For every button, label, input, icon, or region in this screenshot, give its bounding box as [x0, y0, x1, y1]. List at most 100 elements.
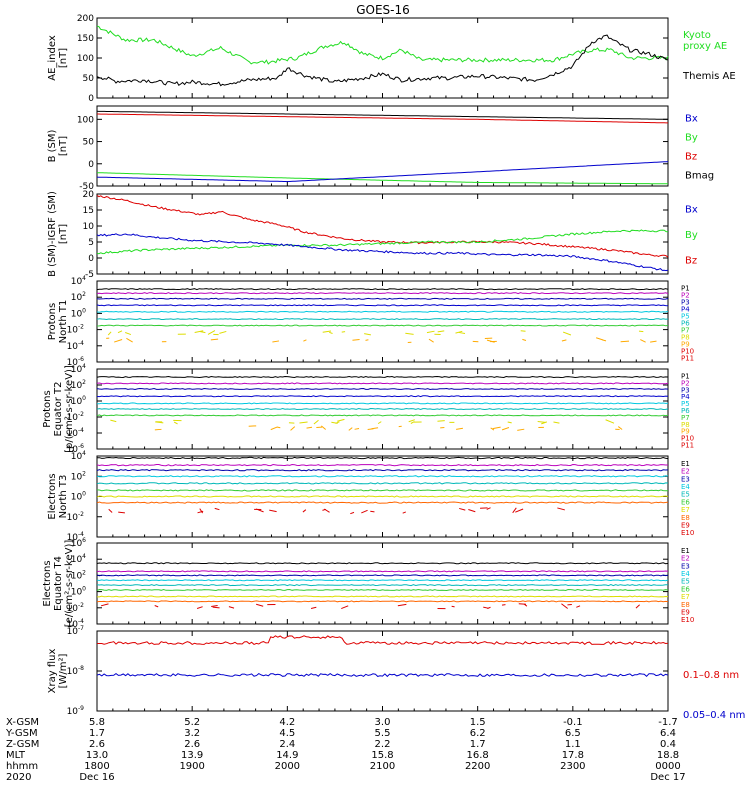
series-segment-p9 [371, 427, 379, 430]
xaxis-row-label: hhmm [6, 761, 38, 772]
legend-0-05-0-4-nm: 0.05–0.4 nm [683, 710, 745, 721]
legend-p7: P7 [681, 327, 690, 335]
xaxis-value: 13.0 [86, 750, 108, 761]
series-segment-p8 [219, 330, 227, 334]
ylabel-line: North T3 [58, 475, 69, 519]
ylabel-line: Xray flux [47, 649, 58, 694]
xaxis-value: 2000 [275, 761, 300, 772]
ytick-label-exp: 2 [82, 379, 86, 386]
legend-p6: P6 [681, 407, 690, 415]
series-segment-p8 [537, 421, 546, 423]
series-segment-p9 [617, 426, 623, 430]
ytick-label-base: 10 [67, 620, 79, 630]
xaxis-row-label: Z-GSM [6, 739, 39, 750]
ytick-label-base: 10 [67, 513, 79, 523]
xaxis-value: 2100 [370, 761, 395, 772]
ytick-label: -50 [79, 182, 94, 192]
series-segment-e9 [483, 606, 489, 609]
series-segment-p9 [456, 427, 464, 430]
ytick-label-base: 10 [71, 571, 83, 581]
series-segment-e9 [350, 511, 355, 515]
series-segment-p9 [272, 340, 280, 343]
series-segment-p8 [364, 333, 371, 336]
series-segment-p9 [501, 427, 510, 431]
ytick-label-exp: 4 [82, 450, 86, 457]
series-segment-p8 [337, 418, 345, 422]
series-segment-e9 [459, 507, 466, 511]
xaxis-value: 2.4 [279, 739, 295, 750]
xaxis-value: 6.5 [565, 728, 581, 739]
ytick-label-base: 10 [71, 397, 83, 407]
series-e7 [97, 595, 669, 598]
ytick-label: 102 [71, 291, 86, 303]
xaxis-value: 3.2 [184, 728, 200, 739]
series-segment-e9 [561, 603, 568, 609]
ytick-label-exp: -7 [78, 625, 84, 632]
xaxis-value: 16.8 [467, 750, 489, 761]
series-segment-p8 [194, 330, 204, 333]
ytick-label: 104 [71, 553, 86, 565]
series-segment-e9 [557, 507, 565, 511]
series-segment-p9 [596, 337, 604, 341]
panel-bsm: -50 0 50 100 B (SM) [nT] Bx By Bz Bmag [47, 105, 714, 192]
legend-kyoto: Kyoto [683, 30, 711, 41]
ylabel-line: [W/m²] [58, 653, 69, 688]
ytick-label: 104 [71, 275, 86, 287]
series-segment-e9 [322, 508, 326, 511]
series-segment-p8 [173, 421, 178, 425]
ylabel-line: [e/(cm²-s-sr-keV)] [64, 540, 75, 628]
series-segment-p9 [270, 426, 278, 431]
xaxis-row-label: Y-GSM [5, 728, 38, 739]
ytick-label-exp: -6 [78, 443, 84, 450]
ytick-label-exp: 6 [82, 537, 86, 544]
ytick-label: 10-6 [67, 356, 85, 368]
xaxis-row-label: 2020 [6, 772, 31, 783]
legend-p9: P9 [681, 341, 690, 349]
xaxis-value: 1900 [179, 761, 204, 772]
series-p1 [96, 288, 669, 291]
series-e3 [96, 574, 669, 577]
ytick-label-base: 10 [67, 533, 79, 543]
legend-e7: E7 [681, 506, 690, 514]
ytick-label-base: 10 [71, 452, 83, 462]
series-segment-p8 [117, 330, 123, 334]
xaxis-value: 6.2 [470, 728, 486, 739]
series-e7 [96, 495, 669, 498]
series-segment-p9 [321, 425, 327, 430]
series-segment-e9 [302, 509, 307, 513]
series-segment-e9 [118, 511, 125, 514]
ytick-label-base: 10 [67, 445, 79, 455]
ytick-label-exp: 0 [82, 307, 86, 314]
series-segment-e9 [211, 604, 218, 608]
ytick-label: 50 [83, 74, 95, 84]
legend-p6: P6 [681, 320, 690, 328]
ylabel-line: B (SM) [47, 129, 58, 162]
legend-p1: P1 [681, 372, 690, 380]
x-axis-table: X-GSM 5.8 5.2 4.2 3.0 1.5 -0.1 -1.7 Y-GSM 1.7 3.2 4… [5, 717, 686, 783]
ytick-label-exp: -4 [78, 427, 84, 434]
series-e3 [96, 469, 669, 472]
series-segment-p9 [348, 427, 353, 431]
xaxis-value: 1.7 [470, 739, 486, 750]
series-segment-p8 [107, 331, 112, 336]
xaxis-value: 2.6 [184, 739, 200, 750]
ytick-label-exp: -8 [78, 665, 84, 672]
panel-frame-ae [96, 17, 669, 99]
legend-e5: E5 [681, 491, 690, 499]
series-bx [96, 161, 669, 183]
series-segment-e9 [212, 606, 220, 609]
series-segment-e9 [196, 606, 203, 609]
ytick-label: 0 [88, 160, 94, 170]
ytick-label-exp: -2 [78, 602, 84, 609]
xaxis-value: 5.2 [184, 717, 200, 728]
ytick-label: 100 [77, 54, 94, 64]
series-p3 [96, 297, 669, 300]
series-p2 [96, 292, 669, 295]
series-segment-p8 [125, 332, 132, 336]
series-p4 [96, 304, 669, 307]
series-segment-e9 [108, 508, 113, 513]
ytick-label: 10-4 [67, 618, 85, 630]
ytick-label: 102 [71, 569, 86, 581]
